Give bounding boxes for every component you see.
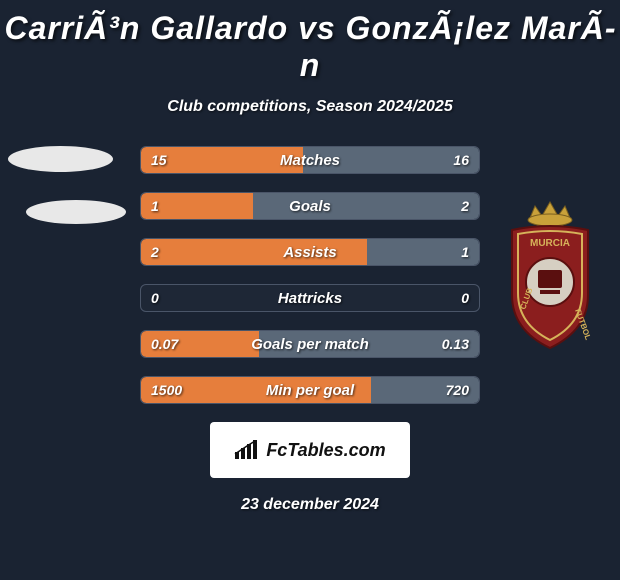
svg-text:MURCIA: MURCIA [530,238,570,249]
club-badge-murcia: MURCIA CLUB FUTBOL [500,200,600,350]
logo-text: FcTables.com [266,440,385,461]
stat-label: Min per goal [141,377,479,403]
bar-chart-icon [234,440,260,460]
stat-row: 00Hattricks [140,284,480,312]
ellipse-shape [26,200,126,224]
ellipse-shape [8,146,113,172]
stat-label: Assists [141,239,479,265]
stat-label: Hattricks [141,285,479,311]
left-player-placeholder [8,146,126,252]
shield-icon: MURCIA CLUB FUTBOL [500,200,600,350]
date-label: 23 december 2024 [0,496,620,514]
stat-label: Goals per match [141,331,479,357]
subtitle: Club competitions, Season 2024/2025 [0,98,620,116]
stat-row: 21Assists [140,238,480,266]
comparison-content: MURCIA CLUB FUTBOL 1516Matches 12Goals 21A… [0,146,620,514]
stat-label: Matches [141,147,479,173]
stat-row: 0.070.13Goals per match [140,330,480,358]
comparison-bars: 1516Matches 12Goals 21Assists 00Hattricks 0.… [140,146,480,404]
fctables-logo: FcTables.com [210,422,410,478]
stat-row: 12Goals [140,192,480,220]
stat-row: 1516Matches [140,146,480,174]
page-title: CarriÃ³n Gallardo vs GonzÃ¡lez MarÃ­n [0,0,620,84]
stat-row: 1500720Min per goal [140,376,480,404]
stat-label: Goals [141,193,479,219]
